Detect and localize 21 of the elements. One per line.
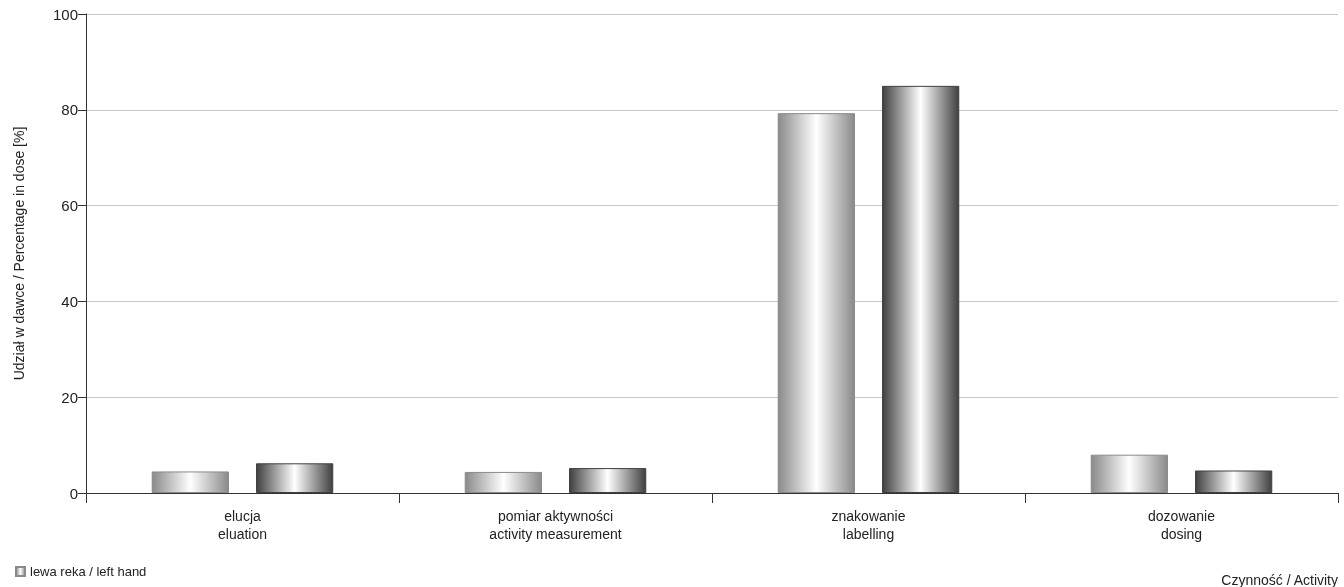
bar <box>777 113 855 493</box>
bar <box>464 471 542 493</box>
x-tick-label: dozowanie dosing <box>1148 508 1216 542</box>
bar <box>882 85 960 493</box>
bar <box>256 463 334 493</box>
bar <box>151 471 229 493</box>
y-tick-label: 20 <box>61 388 78 406</box>
y-axis-title: Udział w dawce / Percentage in dose [%] <box>11 126 27 381</box>
x-tick-label: pomiar aktywności activity measurement <box>489 508 622 542</box>
bar <box>1195 470 1273 493</box>
bar <box>1090 454 1168 493</box>
x-axis-title: Czynność / Activity <box>1221 572 1338 587</box>
legend-label: lewa reka / left hand <box>30 564 147 579</box>
x-tick-label: elucja eluation <box>217 508 268 542</box>
y-tick-label: 100 <box>52 5 78 23</box>
y-tick-label: 60 <box>61 197 78 215</box>
y-tick-label: 40 <box>61 292 78 310</box>
bar <box>569 468 647 493</box>
y-tick-label: 0 <box>69 484 78 502</box>
y-tick-label: 80 <box>61 101 78 119</box>
x-tick-label: znakowanie labelling <box>831 508 906 542</box>
